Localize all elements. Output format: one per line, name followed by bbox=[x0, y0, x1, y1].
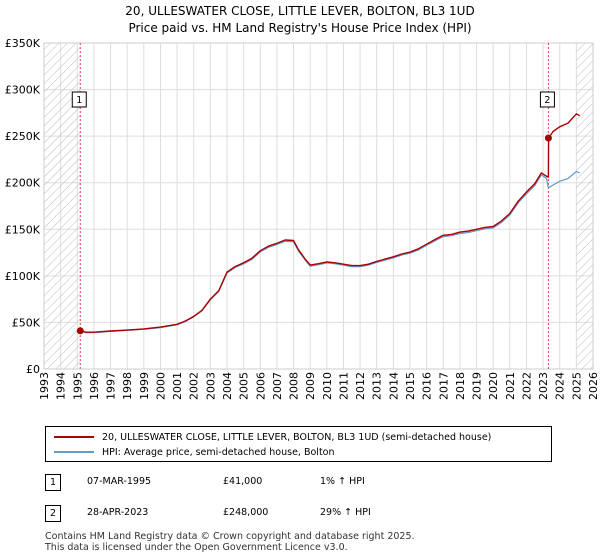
legend-item-hpi: HPI: Average price, semi-detached house,… bbox=[54, 445, 335, 459]
x-tick-label: 2007 bbox=[271, 372, 284, 400]
price-chart: £0 £50K £100K £150K £200K £250K £300K £350K 1993… bbox=[5, 37, 600, 400]
y-tick-label: £100K bbox=[5, 270, 41, 283]
legend-label-price: 20, ULLESWATER CLOSE, LITTLE LEVER, BOLT… bbox=[102, 431, 492, 443]
x-tick-label: 1999 bbox=[138, 372, 151, 400]
x-tick-label: 2004 bbox=[221, 372, 234, 400]
x-tick-label: 1995 bbox=[71, 372, 84, 400]
x-tick-label: 2022 bbox=[520, 372, 533, 400]
x-tick-label: 2024 bbox=[554, 372, 567, 400]
plot-frame bbox=[43, 42, 594, 370]
x-tick-label: 1993 bbox=[38, 372, 51, 400]
y-tick-label: £350K bbox=[5, 37, 41, 50]
x-tick-label: 2021 bbox=[504, 372, 517, 400]
x-tick-label: 2003 bbox=[204, 372, 217, 400]
sale-point bbox=[76, 327, 84, 335]
x-tick-label: 2015 bbox=[404, 372, 417, 400]
y-tick-label: £300K bbox=[5, 84, 41, 97]
sale-marker-label: 1 bbox=[76, 95, 82, 106]
x-tick-label: 2011 bbox=[337, 372, 350, 400]
sale-date: 28-APR-2023 bbox=[87, 507, 149, 518]
x-tick-label: 2025 bbox=[570, 372, 583, 400]
x-tick-label: 2005 bbox=[238, 372, 251, 400]
sale-marker-box bbox=[71, 91, 87, 108]
hatched-region bbox=[576, 43, 593, 369]
sale-marker-box bbox=[539, 91, 555, 108]
x-tick-label: 1994 bbox=[55, 372, 68, 400]
chart-subtitle: Price paid vs. HM Land Registry's House … bbox=[128, 21, 472, 35]
x-tick-label: 2019 bbox=[471, 372, 484, 400]
x-tick-label: 2001 bbox=[171, 372, 184, 400]
y-tick-label: £200K bbox=[5, 177, 41, 190]
x-tick-label: 2018 bbox=[454, 372, 467, 400]
x-tick-label: 1997 bbox=[105, 372, 118, 400]
footer-copyright: Contains HM Land Registry data © Crown c… bbox=[45, 531, 415, 542]
sale-point bbox=[544, 134, 552, 142]
sale-marker-label: 2 bbox=[544, 95, 550, 106]
sale-price: £248,000 bbox=[223, 507, 269, 518]
x-tick-label: 1996 bbox=[88, 372, 101, 400]
sale-badge: 1 bbox=[45, 474, 61, 491]
legend-swatch-price bbox=[54, 436, 94, 438]
x-tick-label: 2013 bbox=[371, 372, 384, 400]
x-tick-label: 2002 bbox=[188, 372, 201, 400]
price-paid-line bbox=[80, 113, 581, 333]
y-tick-label: £0 bbox=[26, 363, 40, 376]
x-tick-label: 2020 bbox=[487, 372, 500, 400]
sale-date: 07-MAR-1995 bbox=[87, 476, 152, 487]
x-tick-label: 2026 bbox=[587, 372, 600, 400]
legend-item-price: 20, ULLESWATER CLOSE, LITTLE LEVER, BOLT… bbox=[54, 430, 491, 444]
x-tick-label: 2016 bbox=[421, 372, 434, 400]
x-tick-label: 2014 bbox=[387, 372, 400, 400]
x-tick-label: 2010 bbox=[321, 372, 334, 400]
x-tick-label: 2000 bbox=[154, 372, 167, 400]
x-tick-label: 2008 bbox=[288, 372, 301, 400]
y-tick-label: £250K bbox=[5, 130, 41, 143]
x-tick-label: 2006 bbox=[254, 372, 267, 400]
x-tick-label: 2012 bbox=[354, 372, 367, 400]
chart-legend: 20, ULLESWATER CLOSE, LITTLE LEVER, BOLT… bbox=[45, 426, 552, 462]
sale-hpi-change: 29% ↑ HPI bbox=[320, 507, 371, 518]
chart-title: 20, ULLESWATER CLOSE, LITTLE LEVER, BOLT… bbox=[125, 4, 475, 18]
y-tick-label: £150K bbox=[5, 223, 41, 236]
x-tick-label: 2009 bbox=[304, 372, 317, 400]
sale-price: £41,000 bbox=[223, 476, 263, 487]
sale-hpi-change: 1% ↑ HPI bbox=[320, 476, 365, 487]
sale-badge: 2 bbox=[45, 505, 61, 522]
legend-label-hpi: HPI: Average price, semi-detached house,… bbox=[102, 446, 335, 458]
x-tick-label: 2023 bbox=[537, 372, 550, 400]
legend-swatch-hpi bbox=[54, 451, 94, 453]
hpi-line bbox=[80, 170, 580, 334]
footer-licence: This data is licensed under the Open Gov… bbox=[45, 542, 348, 553]
x-tick-label: 2017 bbox=[437, 372, 450, 400]
y-tick-label: £50K bbox=[12, 316, 41, 329]
x-tick-label: 1998 bbox=[121, 372, 134, 400]
